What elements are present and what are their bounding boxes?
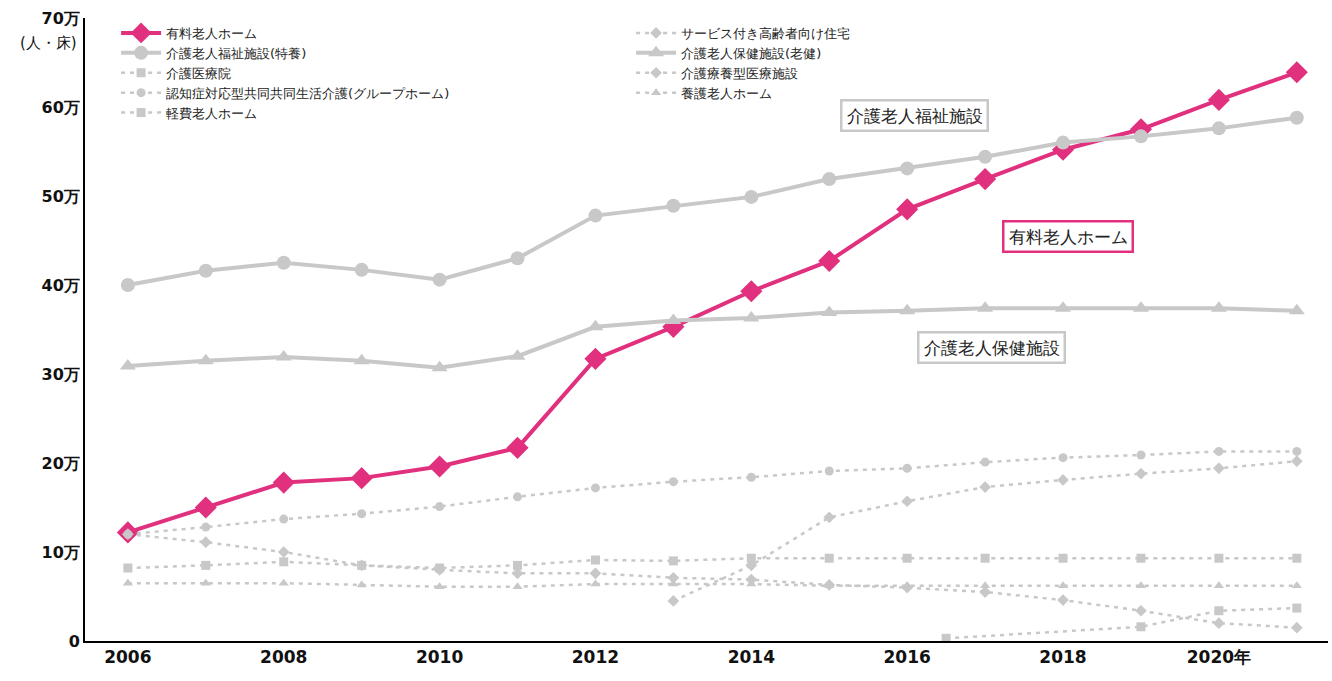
svg-text:2008: 2008	[260, 647, 307, 667]
svg-text:20万: 20万	[42, 454, 80, 473]
svg-text:介護老人保健施設: 介護老人保健施設	[924, 338, 1060, 358]
svg-text:介護医療院: 介護医療院	[166, 66, 231, 81]
svg-text:有料老人ホーム: 有料老人ホーム	[166, 26, 257, 41]
svg-text:介護老人福祉施設: 介護老人福祉施設	[847, 106, 983, 126]
svg-text:50万: 50万	[42, 187, 80, 206]
svg-text:60万: 60万	[42, 98, 80, 117]
svg-text:介護療養型医療施設: 介護療養型医療施設	[681, 66, 798, 81]
svg-text:有料老人ホーム: 有料老人ホーム	[1009, 227, 1128, 247]
svg-text:サービス付き高齢者向け住宅: サービス付き高齢者向け住宅	[681, 26, 850, 41]
svg-text:養護老人ホーム: 養護老人ホーム	[681, 86, 772, 101]
svg-text:(人・床): (人・床)	[20, 34, 77, 52]
svg-text:2016: 2016	[884, 647, 931, 667]
svg-text:介護老人福祉施設(特養): 介護老人福祉施設(特養)	[166, 46, 306, 61]
svg-text:10万: 10万	[42, 543, 80, 562]
svg-text:2006: 2006	[104, 647, 151, 667]
svg-text:2012: 2012	[572, 647, 619, 667]
svg-text:40万: 40万	[42, 276, 80, 295]
svg-text:2020年: 2020年	[1187, 647, 1251, 667]
svg-text:軽費老人ホーム: 軽費老人ホーム	[166, 106, 257, 121]
svg-text:2014: 2014	[728, 647, 775, 667]
svg-text:2010: 2010	[416, 647, 463, 667]
svg-text:2018: 2018	[1039, 647, 1086, 667]
svg-text:30万: 30万	[42, 365, 80, 384]
svg-text:70万: 70万	[42, 9, 80, 28]
svg-text:介護老人保健施設(老健): 介護老人保健施設(老健)	[681, 46, 821, 61]
svg-text:認知症対応型共同共同生活介護(グループホーム): 認知症対応型共同共同生活介護(グループホーム)	[166, 86, 449, 101]
svg-text:0: 0	[69, 632, 80, 651]
